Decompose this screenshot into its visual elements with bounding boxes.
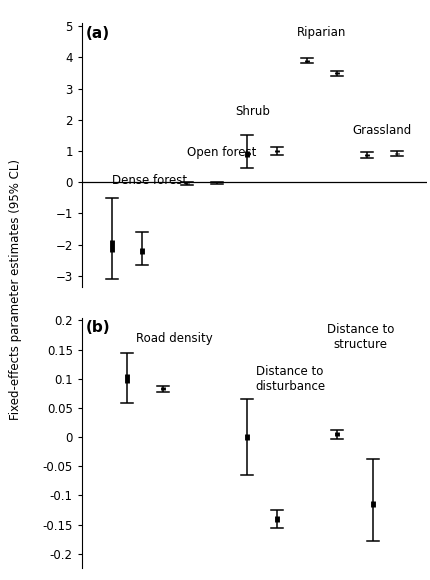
Text: Distance to
structure: Distance to structure (326, 322, 393, 351)
Text: Distance to
disturbance: Distance to disturbance (255, 365, 325, 393)
Text: Grassland: Grassland (351, 124, 410, 137)
Text: (b): (b) (85, 320, 110, 335)
Text: Riparian: Riparian (296, 26, 346, 39)
Text: Shrub: Shrub (235, 106, 270, 118)
Text: Fixed-effects parameter estimates (95% CL): Fixed-effects parameter estimates (95% C… (9, 160, 22, 420)
Text: Dense forest: Dense forest (112, 174, 187, 187)
Text: Road density: Road density (135, 332, 212, 345)
Text: (a): (a) (85, 26, 109, 41)
Text: Open forest: Open forest (186, 146, 255, 159)
